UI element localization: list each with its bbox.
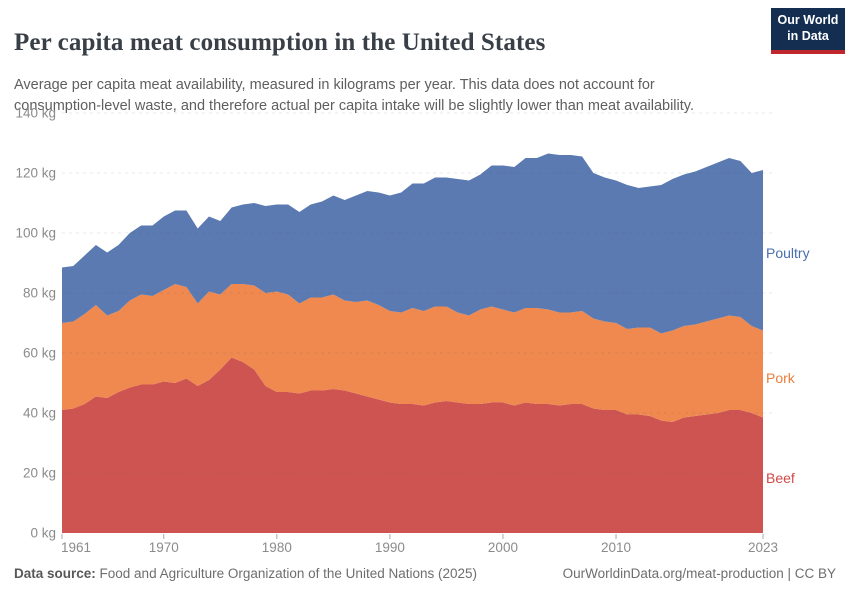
y-axis-label-20: 20 kg xyxy=(23,466,56,481)
data-source-label: Data source: xyxy=(14,566,96,581)
x-axis-label-2000: 2000 xyxy=(488,540,518,555)
owid-logo-line2: in Data xyxy=(787,29,829,43)
series-label-beef[interactable]: Beef xyxy=(766,470,795,486)
chart-footer: Data source: Food and Agriculture Organi… xyxy=(14,566,836,581)
area-beef[interactable] xyxy=(62,357,763,534)
data-source-value[interactable]: Food and Agriculture Organization of the… xyxy=(95,566,478,581)
x-axis-label-1970: 1970 xyxy=(149,540,179,555)
owid-url-license-link[interactable]: OurWorldinData.org/meat-production | CC … xyxy=(562,566,836,581)
owid-logo-line1: Our World xyxy=(777,13,839,28)
y-axis-label-0: 0 kg xyxy=(30,526,56,541)
area-pork[interactable] xyxy=(62,284,763,422)
y-axis-label-60: 60 kg xyxy=(23,346,56,361)
y-axis-label-80: 80 kg xyxy=(23,286,56,301)
y-axis-label-40: 40 kg xyxy=(23,406,56,421)
owid-logo[interactable]: Our World in Data xyxy=(771,8,845,54)
x-axis-label-1980: 1980 xyxy=(262,540,292,555)
x-axis-label-1961: 1961 xyxy=(61,540,91,555)
x-axis-label-2010: 2010 xyxy=(601,540,631,555)
series-label-pork[interactable]: Pork xyxy=(766,370,795,386)
x-axis-label-2023: 2023 xyxy=(748,540,778,555)
area-poultry[interactable] xyxy=(62,153,763,334)
page-title: Per capita meat consumption in the Unite… xyxy=(14,28,546,56)
series-label-poultry[interactable]: Poultry xyxy=(766,245,810,261)
y-axis-label-140: 140 kg xyxy=(15,106,56,121)
chart-subtitle: Average per capita meat availability, me… xyxy=(14,75,734,119)
chart-subtitle-line1: Average per capita meat availability, me… xyxy=(14,76,655,93)
y-axis-label-120: 120 kg xyxy=(15,166,56,181)
data-source: Data source: Food and Agriculture Organi… xyxy=(14,566,477,581)
x-axis-label-1990: 1990 xyxy=(375,540,405,555)
chart-subtitle-line2: consumption-level waste, and therefore a… xyxy=(14,98,694,115)
y-axis-label-100: 100 kg xyxy=(15,226,56,241)
